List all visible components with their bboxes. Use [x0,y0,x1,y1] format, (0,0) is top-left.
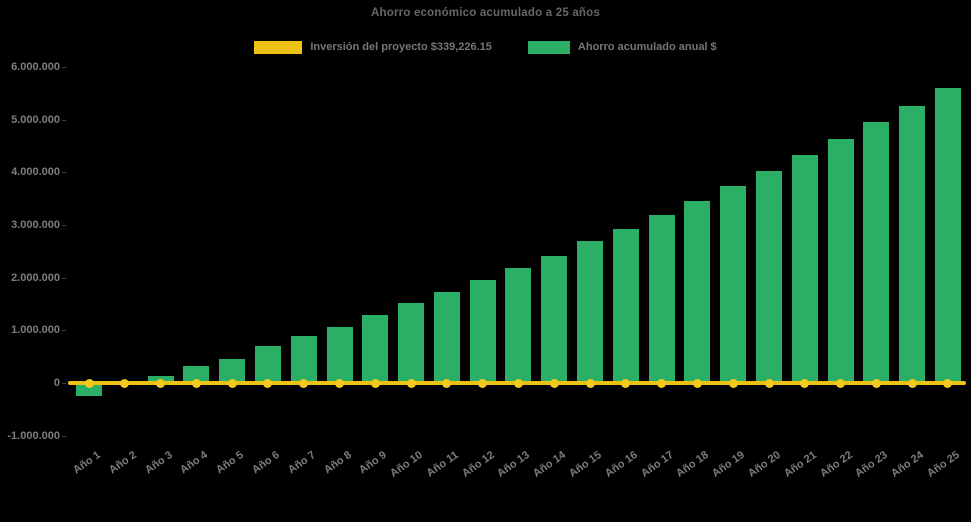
investment-line-marker-25[interactable] [943,378,953,388]
bar-ano-15[interactable] [577,241,604,383]
y-tick-label: 5.000.000 [11,113,60,126]
y-tick-mark [62,330,66,332]
chart-legend: Inversión del proyecto $339,226.15 Ahorr… [0,39,971,55]
investment-line-marker-15[interactable] [585,378,595,388]
investment-line-marker-2[interactable] [120,378,130,388]
investment-line-marker-22[interactable] [836,378,846,388]
y-tick-label: 0 [53,377,60,389]
legend-item-savings[interactable]: Ahorro acumulado anual $ [527,40,717,54]
investment-line-marker-6[interactable] [263,378,273,388]
bar-ano-24[interactable] [899,105,926,383]
savings-swatch [527,40,570,54]
legend-label-savings: Ahorro acumulado anual $ [577,41,717,53]
y-tick-label: 6.000.000 [11,60,60,73]
investment-line-marker-4[interactable] [191,378,201,388]
bar-ano-8[interactable] [326,326,353,383]
bar-ano-9[interactable] [362,315,389,383]
bar-ano-7[interactable] [290,336,317,383]
legend-item-investment[interactable]: Inversión del proyecto $339,226.15 [254,40,492,54]
bar-ano-17[interactable] [648,214,675,383]
y-tick-label: -1.000.000 [7,429,60,442]
y-tick-label: 2.000.000 [11,271,60,284]
bar-ano-22[interactable] [827,138,854,383]
bar-ano-11[interactable] [433,292,460,383]
investment-line-marker-17[interactable] [657,378,667,388]
bar-ano-1[interactable] [76,383,102,397]
investment-line-marker-11[interactable] [442,378,452,388]
y-tick-label: 4.000.000 [11,166,60,179]
y-tick-mark [62,66,66,68]
bar-ano-21[interactable] [791,155,818,383]
investment-line-marker-14[interactable] [549,378,559,388]
bar-ano-18[interactable] [684,201,711,383]
investment-swatch [254,40,303,54]
bar-ano-12[interactable] [469,280,496,383]
bar-ano-25[interactable] [934,87,961,383]
y-tick-mark [62,119,66,121]
y-tick-mark [62,435,66,437]
investment-line-marker-18[interactable] [692,378,702,388]
investment-line-marker-1[interactable] [84,378,94,388]
investment-line-marker-12[interactable] [478,378,488,388]
investment-line-marker-23[interactable] [871,378,881,388]
investment-line-marker-7[interactable] [299,378,309,388]
investment-line-marker-13[interactable] [513,378,523,388]
y-tick-label: 1.000.000 [11,324,60,337]
savings-chart: Ahorro económico acumulado a 25 años Inv… [0,7,971,480]
bar-ano-4[interactable] [183,365,210,383]
bar-ano-20[interactable] [756,170,782,383]
y-tick-mark [62,277,66,279]
bar-ano-16[interactable] [612,229,639,383]
bar-ano-14[interactable] [541,255,568,383]
investment-line-marker-9[interactable] [370,378,380,388]
investment-line-marker-8[interactable] [335,378,345,388]
chart-title: Ahorro económico acumulado a 25 años [371,7,600,19]
y-tick-label: 3.000.000 [11,218,60,231]
y-tick-mark [62,224,66,226]
bar-ano-10[interactable] [398,302,425,383]
investment-line-marker-10[interactable] [406,378,416,388]
y-tick-mark [62,383,66,384]
investment-line-marker-5[interactable] [227,378,237,388]
bar-ano-13[interactable] [505,268,532,383]
investment-line-marker-3[interactable] [156,378,166,388]
plot-area: 6.000.000 5.000.000 4.000.000 3.000.000 2.00… [7,60,966,480]
investment-line-marker-21[interactable] [800,378,810,388]
y-tick-mark [62,172,66,174]
investment-line-marker-19[interactable] [728,378,738,388]
bar-ano-23[interactable] [863,122,890,383]
legend-label-investment: Inversión del proyecto $339,226.15 [310,41,492,53]
bar-ano-6[interactable] [254,346,281,383]
investment-line-marker-24[interactable] [907,378,917,388]
investment-line-marker-16[interactable] [621,378,631,388]
investment-line-marker-20[interactable] [764,378,774,388]
bar-ano-19[interactable] [720,185,747,383]
